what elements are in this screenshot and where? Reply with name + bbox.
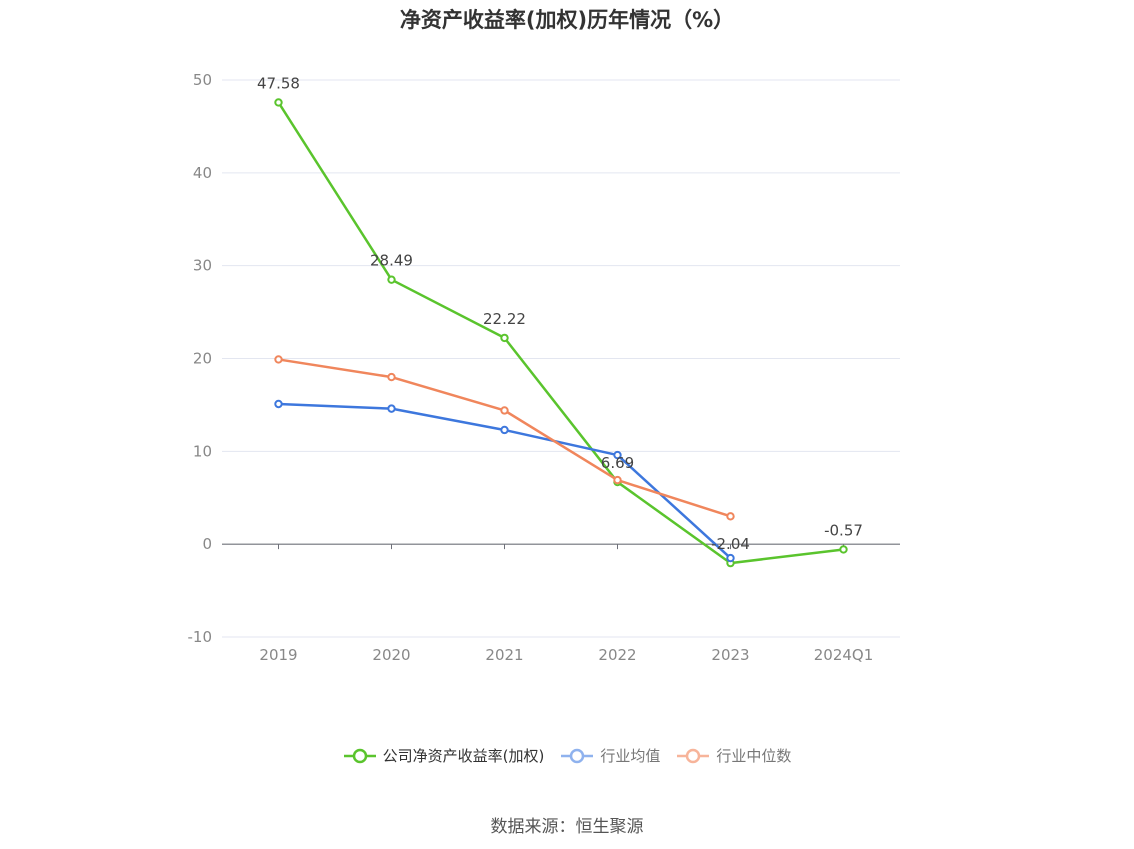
data-point <box>613 475 622 485</box>
y-tick-label: 40 <box>193 164 212 182</box>
y-tick-label: 50 <box>193 71 212 89</box>
legend-item-industry-mean[interactable]: 行业均值 <box>560 745 660 766</box>
y-tick-label: 10 <box>193 442 212 460</box>
data-label: -0.57 <box>824 521 863 539</box>
data-label: 22.22 <box>483 310 526 328</box>
data-point <box>274 399 283 409</box>
x-tick-label: 2019 <box>259 646 297 664</box>
series-line <box>277 101 844 565</box>
grid-lines <box>222 79 900 638</box>
series-lines <box>274 98 848 568</box>
x-tick-label: 2024Q1 <box>814 646 874 664</box>
data-point <box>387 404 396 413</box>
x-tick-label: 2020 <box>372 646 410 664</box>
data-point <box>613 450 622 460</box>
legend-marker-icon <box>343 748 376 763</box>
data-point <box>500 333 509 343</box>
chart-title: 净资产收益率(加权)历年情况（%） <box>399 8 735 32</box>
legend-item-company[interactable]: 公司净资产收益率(加权) <box>343 745 545 766</box>
legend-label-industry-median: 行业中位数 <box>716 747 792 765</box>
axes: -10 0 10 20 30 40 50 2019 2020 2021 2022 2023 2024Q1 <box>188 71 900 664</box>
series-line <box>278 358 731 518</box>
source-note: 数据来源：恒生聚源 <box>490 817 644 837</box>
legend-marker-icon <box>677 748 710 763</box>
y-tick-label: 20 <box>193 350 212 368</box>
legend-item-industry-median[interactable]: 行业中位数 <box>676 745 791 766</box>
data-point <box>839 545 848 554</box>
y-tick-label: -10 <box>188 628 213 646</box>
data-point <box>726 512 735 521</box>
data-label: 47.58 <box>257 74 300 92</box>
data-label: 6.69 <box>601 454 634 472</box>
data-point <box>726 553 735 563</box>
data-label: 28.49 <box>370 252 413 270</box>
data-labels: 47.58 28.49 22.22 6.69 -2.04 -0.57 <box>257 74 863 553</box>
data-point <box>387 275 396 284</box>
x-tick-label: 2023 <box>711 646 749 664</box>
y-tick-label: 0 <box>202 535 212 553</box>
data-point <box>500 406 509 415</box>
data-point <box>274 355 283 364</box>
data-point <box>274 98 283 107</box>
legend: 公司净资产收益率(加权) 行业均值 行业中位数 <box>0 745 1134 766</box>
data-point <box>387 372 396 382</box>
x-tick-label: 2021 <box>485 646 523 664</box>
data-point <box>500 425 509 435</box>
y-tick-label: 30 <box>193 257 212 275</box>
x-tick-label: 2022 <box>598 646 636 664</box>
data-label: -2.04 <box>711 535 750 553</box>
legend-label-industry-mean: 行业均值 <box>600 747 661 765</box>
legend-marker-icon <box>561 748 594 763</box>
legend-label-company: 公司净资产收益率(加权) <box>382 747 545 765</box>
